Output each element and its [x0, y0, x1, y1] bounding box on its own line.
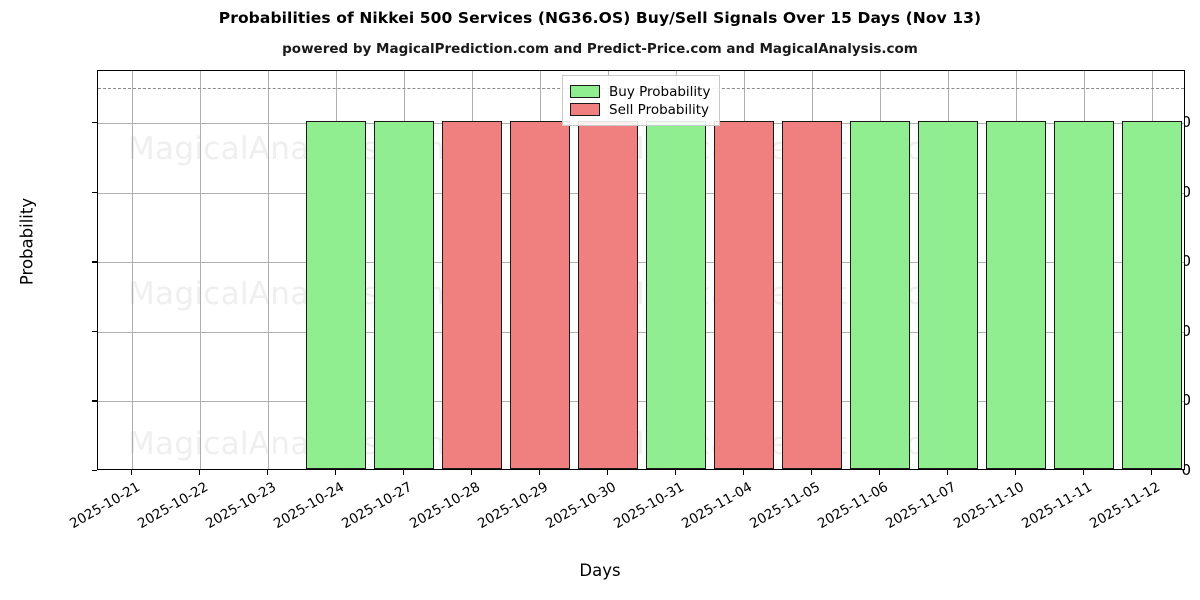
y-tick-mark — [92, 330, 97, 333]
plot-area: MagicalAnalysis.comMagicalPrediction.com… — [97, 70, 1185, 470]
legend-label: Buy Probability — [609, 83, 711, 100]
x-tick-mark — [471, 470, 473, 475]
x-tick-mark — [879, 470, 881, 475]
x-tick-mark — [539, 470, 541, 475]
gridline-horizontal — [98, 192, 1184, 194]
gridline-horizontal — [98, 331, 1184, 333]
bar-buy-2025-10-24 — [305, 121, 367, 469]
y-tick-mark — [92, 261, 97, 263]
bar-buy-2025-11-11 — [1053, 121, 1115, 469]
x-tick-mark — [743, 470, 745, 475]
x-axis-label: Days — [579, 561, 621, 580]
y-tick-mark — [92, 191, 97, 194]
legend-label: Sell Probability — [609, 101, 710, 118]
gridline-vertical — [200, 71, 201, 469]
legend-item[interactable]: Buy Probability — [570, 83, 711, 100]
x-tick-mark — [335, 470, 337, 475]
x-tick-mark — [1151, 470, 1153, 475]
bar-sell-2025-11-05 — [781, 121, 843, 469]
y-tick-mark — [92, 122, 97, 124]
gridline-vertical — [132, 71, 133, 469]
x-tick-mark — [403, 470, 405, 475]
x-tick-mark — [811, 470, 813, 475]
bar-sell-2025-10-28 — [441, 121, 503, 469]
bar-sell-2025-10-30 — [577, 121, 639, 469]
bar-buy-2025-10-31 — [645, 121, 707, 469]
y-tick-mark — [92, 470, 97, 472]
y-axis-label: Probability — [17, 197, 37, 286]
y-tick-label: 0 — [1181, 461, 1191, 479]
x-tick-mark — [607, 470, 609, 475]
x-tick-mark — [947, 470, 949, 475]
legend-item[interactable]: Sell Probability — [570, 101, 711, 118]
x-tick-mark — [1015, 470, 1017, 475]
gridline-horizontal — [98, 262, 1184, 264]
bar-sell-2025-10-29 — [509, 121, 571, 469]
bar-buy-2025-11-07 — [917, 121, 979, 469]
chart-legend: Buy Probability Sell Probability — [562, 75, 720, 126]
legend-swatch-icon — [570, 85, 600, 98]
bar-sell-2025-11-04 — [713, 121, 775, 469]
bar-buy-2025-11-10 — [985, 121, 1047, 469]
bar-buy-2025-11-12 — [1121, 121, 1183, 469]
chart-subtitle: powered by MagicalPrediction.com and Pre… — [282, 41, 918, 57]
x-tick-mark — [1083, 470, 1085, 475]
chart-title: Probabilities of Nikkei 500 Services (NG… — [218, 9, 982, 27]
bar-buy-2025-10-27 — [373, 121, 435, 469]
gridline-vertical — [268, 71, 269, 469]
x-tick-mark — [267, 470, 269, 475]
x-tick-mark — [131, 470, 133, 475]
y-tick-mark — [92, 400, 97, 402]
x-tick-mark — [675, 470, 677, 475]
gridline-horizontal — [98, 401, 1184, 403]
legend-swatch-icon — [570, 103, 600, 116]
x-tick-mark — [199, 470, 201, 475]
bar-buy-2025-11-06 — [849, 121, 911, 469]
